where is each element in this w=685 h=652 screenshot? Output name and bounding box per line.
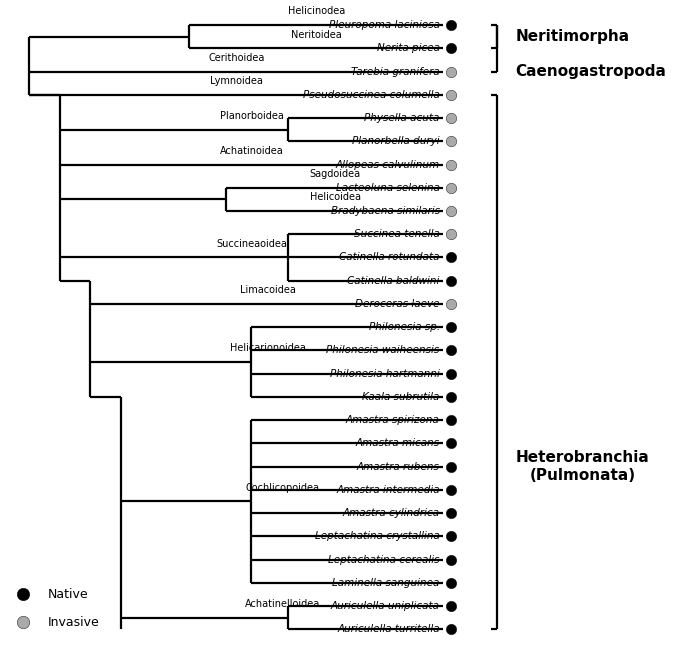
Text: Allopeas calvulinum: Allopeas calvulinum bbox=[336, 160, 440, 170]
Text: Helicoidea: Helicoidea bbox=[310, 192, 361, 202]
Text: Pleuropoma laciniosa: Pleuropoma laciniosa bbox=[329, 20, 440, 30]
Text: Auriculella turritella: Auriculella turritella bbox=[337, 624, 440, 634]
Text: Laminella sanguinea: Laminella sanguinea bbox=[332, 578, 440, 587]
Text: Physella acuta: Physella acuta bbox=[364, 113, 440, 123]
Text: Auriculella uniplicata: Auriculella uniplicata bbox=[331, 601, 440, 611]
Text: Caenogastropoda: Caenogastropoda bbox=[516, 64, 667, 79]
Text: Limacoidea: Limacoidea bbox=[240, 285, 295, 295]
Text: Invasive: Invasive bbox=[47, 615, 99, 629]
Text: Succinea tenella: Succinea tenella bbox=[354, 230, 440, 239]
Text: Neritimorpha: Neritimorpha bbox=[516, 29, 630, 44]
Text: Philonesia hartmanni: Philonesia hartmanni bbox=[330, 368, 440, 379]
Text: Helicarionoidea: Helicarionoidea bbox=[229, 343, 306, 353]
Text: Planorbella duryi: Planorbella duryi bbox=[352, 136, 440, 146]
Text: Neritoidea: Neritoidea bbox=[291, 29, 342, 40]
Text: Lacteoluna selenina: Lacteoluna selenina bbox=[336, 183, 440, 193]
Text: Sagdoidea: Sagdoidea bbox=[310, 169, 361, 179]
Text: Cerithoidea: Cerithoidea bbox=[208, 53, 265, 63]
Text: Helicinodea: Helicinodea bbox=[288, 7, 345, 16]
Text: Tarebia granifera: Tarebia granifera bbox=[351, 67, 440, 76]
Text: Nerita picea: Nerita picea bbox=[377, 43, 440, 53]
Text: Bradybaena similaris: Bradybaena similaris bbox=[331, 206, 440, 216]
Text: Philonesia waiheensis: Philonesia waiheensis bbox=[327, 346, 440, 355]
Text: Achatinoidea: Achatinoidea bbox=[221, 145, 284, 156]
Text: Amastra rubens: Amastra rubens bbox=[357, 462, 440, 471]
Text: Achatinelloidea: Achatinelloidea bbox=[245, 599, 321, 609]
Text: Native: Native bbox=[47, 588, 88, 601]
Text: Catinella rotundata: Catinella rotundata bbox=[339, 252, 440, 263]
Text: Catinella baldwini: Catinella baldwini bbox=[347, 276, 440, 286]
Text: Planorboidea: Planorboidea bbox=[220, 111, 284, 121]
Text: Pseudosuccinea columella: Pseudosuccinea columella bbox=[303, 90, 440, 100]
Text: Lymnoidea: Lymnoidea bbox=[210, 76, 263, 86]
Text: Amastra intermedia: Amastra intermedia bbox=[336, 485, 440, 495]
Text: Amastra cylindrica: Amastra cylindrica bbox=[342, 508, 440, 518]
Text: Succineaoidea: Succineaoidea bbox=[216, 239, 288, 248]
Text: Cochlicopoidea: Cochlicopoidea bbox=[246, 482, 320, 493]
Text: Kaala subrutila: Kaala subrutila bbox=[362, 392, 440, 402]
Text: Leptachatina cerealis: Leptachatina cerealis bbox=[328, 555, 440, 565]
Text: Heterobranchia
(Pulmonata): Heterobranchia (Pulmonata) bbox=[516, 451, 649, 482]
Text: Amastra spirizona: Amastra spirizona bbox=[346, 415, 440, 425]
Text: Deroceras laeve: Deroceras laeve bbox=[356, 299, 440, 309]
Text: Amastra micans: Amastra micans bbox=[356, 438, 440, 449]
Text: Leptachatina crystallina: Leptachatina crystallina bbox=[315, 531, 440, 541]
Text: Philonesia sp.: Philonesia sp. bbox=[369, 322, 440, 332]
